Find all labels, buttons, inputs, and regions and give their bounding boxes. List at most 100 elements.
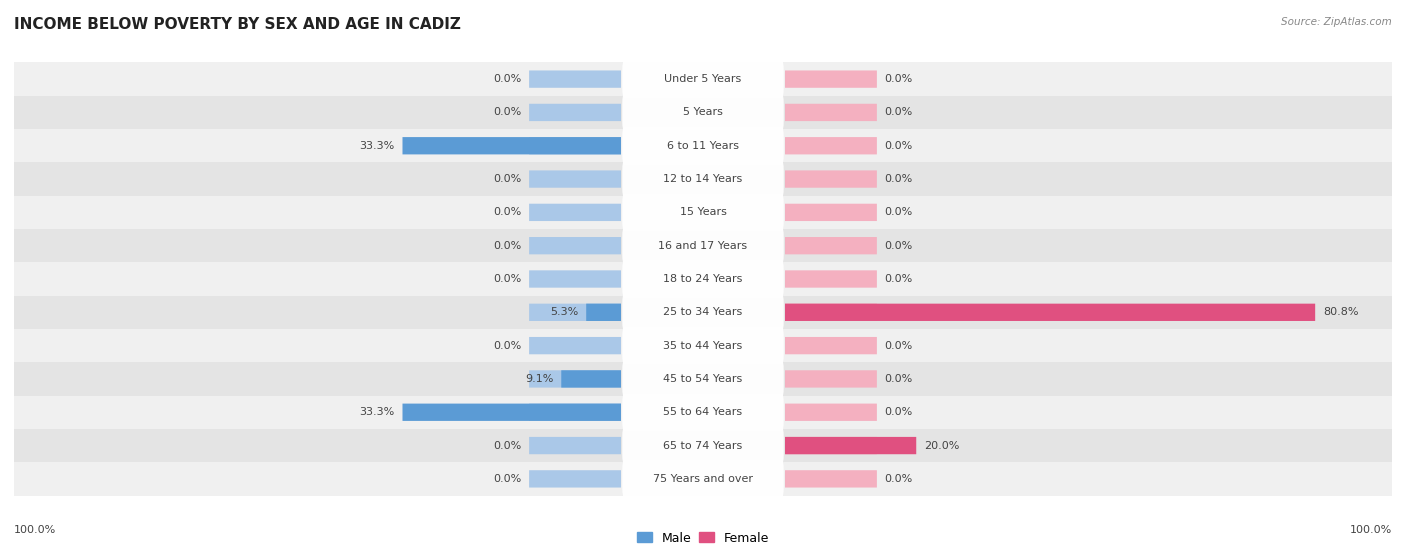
- FancyBboxPatch shape: [785, 304, 877, 321]
- FancyBboxPatch shape: [529, 403, 621, 421]
- FancyBboxPatch shape: [623, 327, 783, 364]
- Text: 0.0%: 0.0%: [884, 141, 912, 151]
- FancyBboxPatch shape: [623, 127, 783, 165]
- FancyBboxPatch shape: [623, 460, 783, 498]
- Text: 75 Years and over: 75 Years and over: [652, 474, 754, 484]
- Bar: [14, 296, 1392, 329]
- Bar: [14, 329, 1392, 362]
- Text: 100.0%: 100.0%: [14, 525, 56, 535]
- Text: 15 Years: 15 Years: [679, 208, 727, 218]
- Text: 0.0%: 0.0%: [494, 208, 522, 218]
- Text: 0.0%: 0.0%: [494, 174, 522, 184]
- Bar: [14, 62, 1392, 96]
- Text: 0.0%: 0.0%: [884, 340, 912, 350]
- Text: 9.1%: 9.1%: [524, 374, 554, 384]
- FancyBboxPatch shape: [529, 170, 621, 187]
- FancyBboxPatch shape: [623, 160, 783, 198]
- FancyBboxPatch shape: [785, 204, 877, 221]
- Text: 0.0%: 0.0%: [884, 474, 912, 484]
- Text: 0.0%: 0.0%: [884, 174, 912, 184]
- FancyBboxPatch shape: [623, 194, 783, 231]
- FancyBboxPatch shape: [785, 170, 877, 187]
- Bar: [14, 362, 1392, 396]
- Text: 12 to 14 Years: 12 to 14 Years: [664, 174, 742, 184]
- Text: 0.0%: 0.0%: [884, 407, 912, 417]
- Text: 5 Years: 5 Years: [683, 108, 723, 117]
- Text: 18 to 24 Years: 18 to 24 Years: [664, 274, 742, 284]
- Text: INCOME BELOW POVERTY BY SEX AND AGE IN CADIZ: INCOME BELOW POVERTY BY SEX AND AGE IN C…: [14, 17, 461, 32]
- Text: 0.0%: 0.0%: [884, 208, 912, 218]
- FancyBboxPatch shape: [785, 304, 1315, 321]
- Text: 45 to 54 Years: 45 to 54 Years: [664, 374, 742, 384]
- FancyBboxPatch shape: [623, 261, 783, 297]
- FancyBboxPatch shape: [623, 294, 783, 331]
- Text: 100.0%: 100.0%: [1350, 525, 1392, 535]
- FancyBboxPatch shape: [529, 270, 621, 288]
- FancyBboxPatch shape: [402, 137, 621, 155]
- Text: 33.3%: 33.3%: [360, 407, 395, 417]
- FancyBboxPatch shape: [785, 104, 877, 121]
- FancyBboxPatch shape: [785, 270, 877, 288]
- FancyBboxPatch shape: [529, 204, 621, 221]
- FancyBboxPatch shape: [529, 137, 621, 155]
- Legend: Male, Female: Male, Female: [631, 527, 775, 550]
- FancyBboxPatch shape: [529, 104, 621, 121]
- FancyBboxPatch shape: [529, 304, 621, 321]
- Text: 55 to 64 Years: 55 to 64 Years: [664, 407, 742, 417]
- Text: Source: ZipAtlas.com: Source: ZipAtlas.com: [1281, 17, 1392, 27]
- Bar: [14, 429, 1392, 462]
- Text: 0.0%: 0.0%: [494, 108, 522, 117]
- FancyBboxPatch shape: [623, 227, 783, 264]
- Bar: [14, 396, 1392, 429]
- FancyBboxPatch shape: [561, 371, 621, 388]
- FancyBboxPatch shape: [785, 437, 917, 454]
- Bar: [14, 462, 1392, 496]
- Text: 65 to 74 Years: 65 to 74 Years: [664, 441, 742, 450]
- Text: 20.0%: 20.0%: [924, 441, 959, 450]
- FancyBboxPatch shape: [402, 403, 621, 421]
- Text: 0.0%: 0.0%: [884, 74, 912, 84]
- FancyBboxPatch shape: [529, 337, 621, 354]
- FancyBboxPatch shape: [785, 437, 877, 454]
- Text: Under 5 Years: Under 5 Years: [665, 74, 741, 84]
- Text: 33.3%: 33.3%: [360, 141, 395, 151]
- Bar: [14, 129, 1392, 162]
- FancyBboxPatch shape: [529, 437, 621, 454]
- Text: 35 to 44 Years: 35 to 44 Years: [664, 340, 742, 350]
- FancyBboxPatch shape: [785, 371, 877, 388]
- Text: 0.0%: 0.0%: [884, 108, 912, 117]
- FancyBboxPatch shape: [529, 70, 621, 88]
- FancyBboxPatch shape: [623, 94, 783, 131]
- FancyBboxPatch shape: [785, 470, 877, 488]
- Bar: [14, 96, 1392, 129]
- Text: 6 to 11 Years: 6 to 11 Years: [666, 141, 740, 151]
- Bar: [14, 229, 1392, 262]
- FancyBboxPatch shape: [623, 393, 783, 431]
- FancyBboxPatch shape: [785, 337, 877, 354]
- Text: 0.0%: 0.0%: [494, 240, 522, 251]
- FancyBboxPatch shape: [785, 137, 877, 155]
- Text: 5.3%: 5.3%: [550, 307, 578, 318]
- Text: 0.0%: 0.0%: [494, 474, 522, 484]
- Bar: [14, 162, 1392, 196]
- FancyBboxPatch shape: [586, 304, 621, 321]
- Text: 16 and 17 Years: 16 and 17 Years: [658, 240, 748, 251]
- FancyBboxPatch shape: [785, 237, 877, 254]
- Text: 80.8%: 80.8%: [1323, 307, 1358, 318]
- FancyBboxPatch shape: [623, 427, 783, 464]
- Bar: [14, 196, 1392, 229]
- Text: 0.0%: 0.0%: [494, 74, 522, 84]
- FancyBboxPatch shape: [785, 403, 877, 421]
- Bar: [14, 262, 1392, 296]
- FancyBboxPatch shape: [623, 60, 783, 98]
- FancyBboxPatch shape: [529, 470, 621, 488]
- FancyBboxPatch shape: [785, 70, 877, 88]
- FancyBboxPatch shape: [529, 371, 621, 388]
- Text: 0.0%: 0.0%: [494, 340, 522, 350]
- Text: 0.0%: 0.0%: [494, 441, 522, 450]
- FancyBboxPatch shape: [529, 237, 621, 254]
- Text: 25 to 34 Years: 25 to 34 Years: [664, 307, 742, 318]
- Text: 0.0%: 0.0%: [884, 274, 912, 284]
- Text: 0.0%: 0.0%: [884, 240, 912, 251]
- Text: 0.0%: 0.0%: [494, 274, 522, 284]
